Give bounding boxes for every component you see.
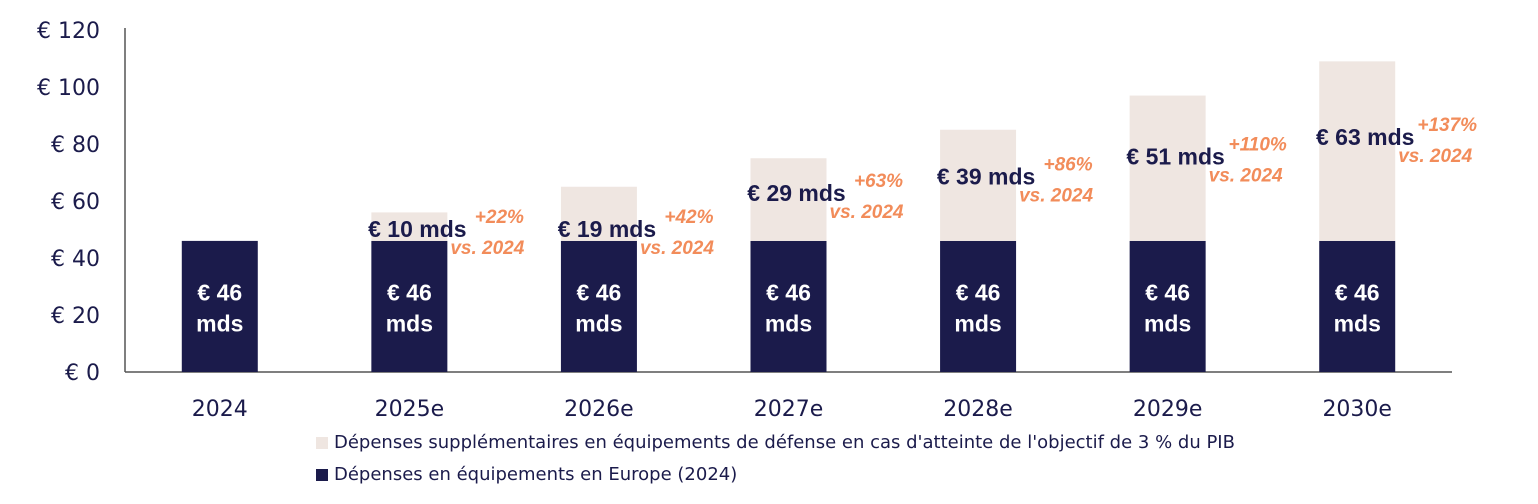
growth-annotation: +137% <box>1417 115 1477 136</box>
bar-extra-label: € 39 mds <box>937 163 1035 189</box>
bar-extra-label: € 29 mds <box>747 180 845 206</box>
x-tick-label: 2024 <box>192 397 248 420</box>
bar-base-label: mds <box>954 310 1001 336</box>
legend-label-extra: Dépenses supplémentaires en équipements … <box>334 432 1235 453</box>
bar-base-label: € 46 <box>766 279 811 305</box>
bar-base-label: € 46 <box>577 279 622 305</box>
x-tick-label: 2028e <box>943 397 1013 420</box>
bar-base-label: mds <box>1144 310 1191 336</box>
bar-base-label: mds <box>386 310 433 336</box>
legend-swatch-base <box>316 468 328 481</box>
bar-base-label: € 46 <box>197 279 242 305</box>
bar-base-label: mds <box>196 310 243 336</box>
x-tick-label: 2025e <box>375 397 445 420</box>
bar-base-label: mds <box>765 310 812 336</box>
bar-extra-label: € 63 mds <box>1316 124 1414 150</box>
bar-extra <box>371 212 448 241</box>
bar-extra <box>1129 95 1206 241</box>
legend-item-base: Dépenses en équipements en Europe (2024) <box>316 464 737 485</box>
bar-base-label: mds <box>575 310 622 336</box>
bar-base-label: € 46 <box>956 279 1001 305</box>
growth-annotation: vs. 2024 <box>1398 146 1472 167</box>
stacked-bar-chart: € 0 € 20 € 40 € 60 € 80 € 100 € 120 2024 2025e 20… <box>37 19 1477 420</box>
bar-extra-label: € 51 mds <box>1126 144 1224 170</box>
growth-annotation: +86% <box>1044 154 1093 175</box>
y-tick-label: € 120 <box>37 19 100 44</box>
growth-annotation: vs. 2024 <box>830 202 904 223</box>
legend-swatch-extra <box>316 436 328 449</box>
growth-annotation: +42% <box>664 207 713 228</box>
x-tick-label: 2030e <box>1322 397 1392 420</box>
bar-extra <box>560 186 637 241</box>
bar-extra-label: € 10 mds <box>368 216 466 242</box>
growth-annotation: +63% <box>854 171 903 192</box>
bar-extra <box>750 158 827 241</box>
growth-annotation: vs. 2024 <box>450 238 524 259</box>
growth-annotation: vs. 2024 <box>1209 166 1283 187</box>
y-tick-label: € 60 <box>51 190 100 215</box>
x-tick-label: 2026e <box>564 397 634 420</box>
bar-base <box>181 240 258 372</box>
bar-base <box>940 240 1017 372</box>
legend-label-base: Dépenses en équipements en Europe (2024) <box>334 464 738 485</box>
bar-base <box>1129 240 1206 372</box>
growth-annotation: vs. 2024 <box>640 238 714 259</box>
bar-base <box>560 240 637 372</box>
y-tick-label: € 0 <box>65 361 100 386</box>
x-tick-label: 2029e <box>1133 397 1203 420</box>
growth-annotation: vs. 2024 <box>1019 185 1093 206</box>
bar-base-label: mds <box>1334 310 1381 336</box>
bar-base <box>750 240 827 372</box>
x-tick-label: 2027e <box>754 397 824 420</box>
y-tick-label: € 80 <box>51 133 100 158</box>
bar-extra-label: € 19 mds <box>558 216 656 242</box>
y-tick-label: € 100 <box>37 76 100 101</box>
y-tick-label: € 40 <box>51 247 100 272</box>
bar-extra <box>940 129 1017 241</box>
growth-annotation: +22% <box>475 207 524 228</box>
bar-base-label: € 46 <box>387 279 432 305</box>
bar-extra <box>1319 61 1396 241</box>
bar-base <box>1319 240 1396 372</box>
legend-item-extra: Dépenses supplémentaires en équipements … <box>316 432 1235 453</box>
bar-base-label: € 46 <box>1335 279 1380 305</box>
bar-base-label: € 46 <box>1145 279 1190 305</box>
growth-annotation: +110% <box>1229 135 1287 156</box>
bar-base <box>371 240 448 372</box>
y-tick-label: € 20 <box>51 304 100 329</box>
